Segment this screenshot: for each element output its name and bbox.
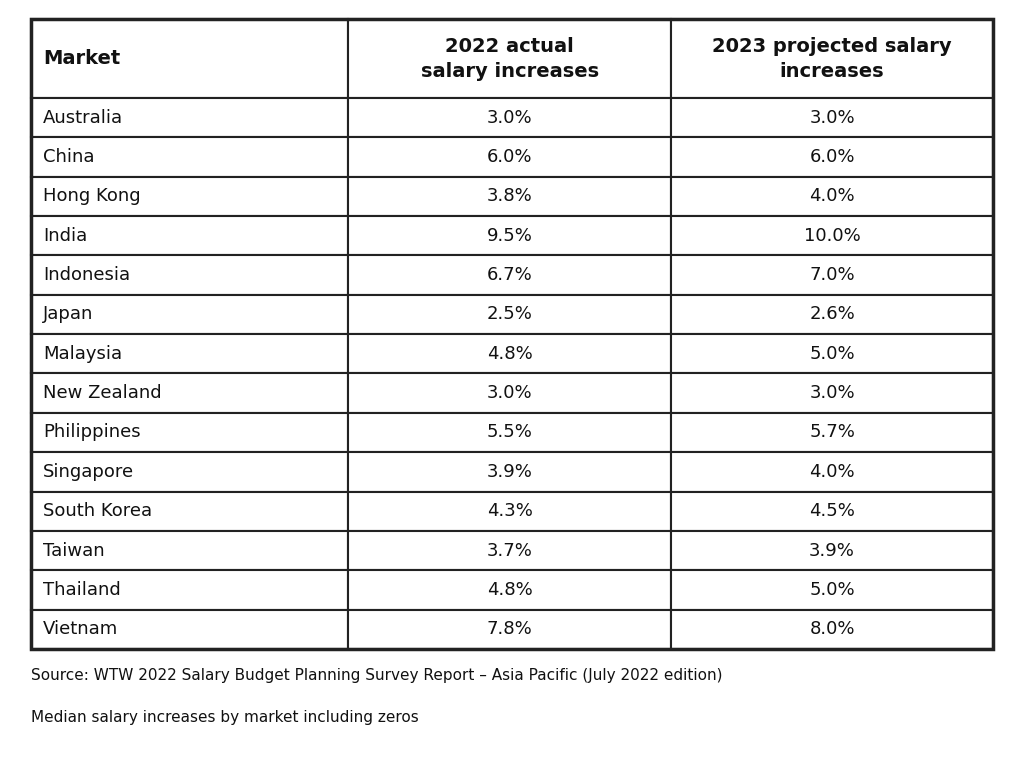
Bar	[671, 570, 993, 610]
Bar	[31, 216, 348, 255]
Bar	[31, 531, 348, 570]
Bar	[348, 413, 671, 452]
Text: 4.5%: 4.5%	[809, 502, 855, 520]
Bar	[348, 492, 671, 531]
Text: New Zealand: New Zealand	[43, 384, 162, 402]
Bar	[31, 19, 993, 649]
Text: Singapore: Singapore	[43, 463, 134, 481]
Text: Australia: Australia	[43, 108, 123, 127]
Text: 5.0%: 5.0%	[809, 345, 855, 362]
Bar	[671, 452, 993, 492]
Text: Malaysia: Malaysia	[43, 345, 122, 362]
Text: 2022 actual
salary increases: 2022 actual salary increases	[421, 37, 599, 81]
Text: Taiwan: Taiwan	[43, 541, 104, 560]
Bar	[348, 255, 671, 295]
Bar	[31, 19, 993, 649]
Text: 2.5%: 2.5%	[486, 306, 532, 323]
Bar	[31, 570, 348, 610]
Bar	[31, 19, 348, 98]
Text: 3.7%: 3.7%	[486, 541, 532, 560]
Bar	[348, 98, 671, 137]
Bar	[31, 177, 348, 216]
Text: 4.8%: 4.8%	[486, 345, 532, 362]
Bar	[671, 413, 993, 452]
Text: 10.0%: 10.0%	[804, 227, 860, 245]
Bar	[671, 373, 993, 413]
Text: China: China	[43, 148, 95, 166]
Bar	[348, 452, 671, 492]
Text: Median salary increases by market including zeros: Median salary increases by market includ…	[31, 710, 419, 726]
Text: South Korea: South Korea	[43, 502, 153, 520]
Bar	[671, 216, 993, 255]
Bar	[348, 334, 671, 373]
Bar	[348, 177, 671, 216]
Bar	[671, 137, 993, 177]
Bar	[671, 177, 993, 216]
Text: 4.0%: 4.0%	[809, 187, 855, 205]
Text: 8.0%: 8.0%	[809, 621, 855, 638]
Bar	[348, 137, 671, 177]
Text: 3.9%: 3.9%	[486, 463, 532, 481]
Bar	[671, 334, 993, 373]
Bar	[31, 413, 348, 452]
Text: 3.0%: 3.0%	[809, 108, 855, 127]
Bar	[348, 216, 671, 255]
Bar	[671, 98, 993, 137]
Text: 3.9%: 3.9%	[809, 541, 855, 560]
Bar	[348, 19, 671, 98]
Bar	[31, 334, 348, 373]
Bar	[348, 295, 671, 334]
Text: 7.0%: 7.0%	[809, 266, 855, 284]
Text: 5.7%: 5.7%	[809, 423, 855, 442]
Text: 4.3%: 4.3%	[486, 502, 532, 520]
Text: 3.0%: 3.0%	[809, 384, 855, 402]
Bar	[348, 373, 671, 413]
Text: 2.6%: 2.6%	[809, 306, 855, 323]
Text: India: India	[43, 227, 87, 245]
Text: Vietnam: Vietnam	[43, 621, 119, 638]
Bar	[671, 255, 993, 295]
Text: Philippines: Philippines	[43, 423, 141, 442]
Text: 6.0%: 6.0%	[809, 148, 855, 166]
Text: 4.8%: 4.8%	[486, 581, 532, 599]
Bar	[671, 492, 993, 531]
Bar	[31, 610, 348, 649]
Bar	[31, 373, 348, 413]
Text: 6.7%: 6.7%	[486, 266, 532, 284]
Text: 3.0%: 3.0%	[486, 108, 532, 127]
Text: Japan: Japan	[43, 306, 93, 323]
Text: 9.5%: 9.5%	[486, 227, 532, 245]
Text: 5.0%: 5.0%	[809, 581, 855, 599]
Bar	[31, 137, 348, 177]
Bar	[348, 531, 671, 570]
Text: 4.0%: 4.0%	[809, 463, 855, 481]
Text: 2023 projected salary
increases: 2023 projected salary increases	[713, 37, 952, 81]
Bar	[671, 610, 993, 649]
Text: 7.8%: 7.8%	[486, 621, 532, 638]
Text: Thailand: Thailand	[43, 581, 121, 599]
Bar	[671, 295, 993, 334]
Bar	[31, 255, 348, 295]
Bar	[31, 492, 348, 531]
Text: 6.0%: 6.0%	[486, 148, 532, 166]
Text: Indonesia: Indonesia	[43, 266, 130, 284]
Text: Market: Market	[43, 49, 121, 68]
Bar	[348, 570, 671, 610]
Text: Source: WTW 2022 Salary Budget Planning Survey Report – Asia Pacific (July 2022 : Source: WTW 2022 Salary Budget Planning …	[31, 668, 722, 684]
Bar	[348, 610, 671, 649]
Text: Hong Kong: Hong Kong	[43, 187, 141, 205]
Text: 3.8%: 3.8%	[486, 187, 532, 205]
Bar	[31, 98, 348, 137]
Bar	[671, 531, 993, 570]
Bar	[31, 295, 348, 334]
Text: 3.0%: 3.0%	[486, 384, 532, 402]
Text: 5.5%: 5.5%	[486, 423, 532, 442]
Bar	[671, 19, 993, 98]
Bar	[31, 452, 348, 492]
